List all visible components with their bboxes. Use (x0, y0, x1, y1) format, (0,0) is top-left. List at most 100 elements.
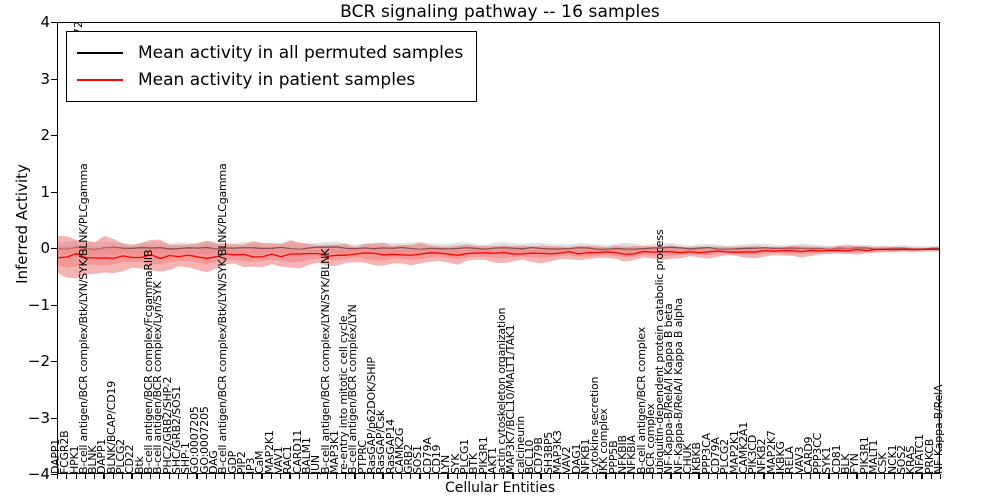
x-tick-mark (215, 474, 217, 479)
x-tick-mark (335, 474, 338, 479)
x-tick-mark (651, 474, 654, 479)
x-tick-mark (744, 474, 746, 479)
confidence-band-inner (58, 246, 939, 268)
y-tick-mark (51, 191, 57, 193)
y-tick-mark (51, 361, 57, 363)
x-tick-mark (438, 474, 440, 479)
x-tick-mark (912, 474, 914, 479)
x-tick-mark (503, 474, 505, 479)
x-tick-mark (521, 474, 523, 479)
x-tick-mark (809, 474, 812, 479)
x-tick-mark (373, 474, 375, 479)
x-tick-mark (391, 474, 393, 479)
legend-label-permuted: Mean activity in all permuted samples (138, 42, 464, 63)
x-tick-mark (540, 474, 542, 479)
x-tick-mark (902, 474, 904, 479)
x-tick-mark (661, 474, 663, 479)
x-tick-mark (549, 474, 551, 479)
x-tick-mark (112, 474, 114, 479)
x-tick-mark (94, 474, 96, 479)
y-tick-label: −3 (27, 408, 50, 427)
chart-legend: Mean activity in all permuted samples Me… (66, 31, 478, 102)
x-tick-mark (75, 474, 77, 479)
x-tick-mark (884, 474, 886, 479)
y-tick-mark (51, 248, 57, 250)
x-tick-mark (131, 474, 133, 479)
legend-label-patient: Mean activity in patient samples (138, 69, 416, 90)
x-tick-mark (57, 474, 59, 479)
x-tick-mark (791, 474, 793, 479)
x-tick-mark (921, 474, 923, 479)
x-tick-mark (168, 474, 170, 479)
y-tick-label: 1 (40, 182, 50, 201)
patient-mean-line (58, 248, 939, 260)
x-tick-mark (930, 474, 932, 479)
x-tick-mark (707, 474, 709, 479)
x-tick-mark (698, 474, 700, 479)
x-tick-mark (484, 474, 486, 479)
x-tick-mark (596, 474, 598, 479)
y-tick-label: −4 (27, 465, 50, 483)
y-tick-label: −2 (27, 352, 50, 370)
legend-item: Mean activity in patient samples (77, 66, 463, 93)
x-tick-mark (103, 474, 105, 479)
x-tick-mark (623, 474, 626, 479)
x-tick-mark (493, 474, 496, 479)
plot-svg (58, 235, 939, 279)
y-tick-label: −1 (27, 295, 50, 314)
x-tick-mark (196, 474, 198, 479)
x-tick-mark (363, 474, 365, 479)
x-tick-mark (475, 474, 477, 479)
legend-swatch-permuted (77, 51, 123, 54)
x-tick-mark (568, 474, 570, 479)
x-tick-mark (828, 474, 830, 479)
x-tick-mark (400, 474, 403, 479)
x-tick-mark (159, 474, 161, 479)
y-tick-label: 2 (40, 126, 50, 144)
x-tick-mark (252, 474, 254, 479)
x-tick-mark (679, 474, 681, 479)
x-tick-mark (84, 474, 87, 479)
x-tick-mark (456, 474, 458, 479)
x-tick-mark (261, 474, 263, 479)
x-tick-mark (689, 474, 691, 479)
x-tick-mark (531, 474, 533, 479)
x-tick-mark (289, 474, 291, 479)
x-tick-mark (940, 474, 942, 479)
y-tick-mark (51, 78, 57, 80)
x-tick-mark (140, 474, 142, 479)
x-tick-mark (242, 474, 245, 479)
x-tick-mark (614, 474, 616, 479)
x-tick-mark (586, 474, 588, 479)
x-tick-mark (280, 474, 282, 479)
x-tick-mark (326, 474, 328, 479)
x-axis-tick-marks (57, 474, 942, 500)
x-tick-mark (865, 474, 867, 479)
x-tick-mark (233, 474, 235, 479)
x-tick-mark (465, 474, 468, 479)
x-axis-label: Cellular Entities (444, 480, 556, 496)
x-tick-mark (633, 474, 635, 479)
x-tick-mark (345, 474, 347, 479)
x-tick-mark (317, 474, 319, 479)
x-tick-mark (205, 474, 207, 479)
x-tick-mark (66, 474, 68, 479)
x-tick-mark (558, 474, 561, 479)
x-tick-mark (642, 474, 644, 479)
y-tick-mark (51, 22, 57, 24)
x-tick-mark (754, 474, 756, 479)
x-tick-mark (837, 474, 839, 479)
x-tick-mark (670, 474, 672, 479)
legend-swatch-patient (77, 78, 123, 81)
x-tick-mark (847, 474, 849, 479)
y-tick-mark (51, 304, 57, 306)
x-tick-mark (716, 474, 719, 479)
x-tick-mark (800, 474, 802, 479)
x-tick-mark (893, 474, 895, 479)
x-tick-mark (605, 474, 607, 479)
x-tick-mark (419, 474, 421, 479)
y-tick-mark (51, 417, 57, 419)
x-tick-mark (298, 474, 300, 479)
x-tick-mark (577, 474, 579, 479)
